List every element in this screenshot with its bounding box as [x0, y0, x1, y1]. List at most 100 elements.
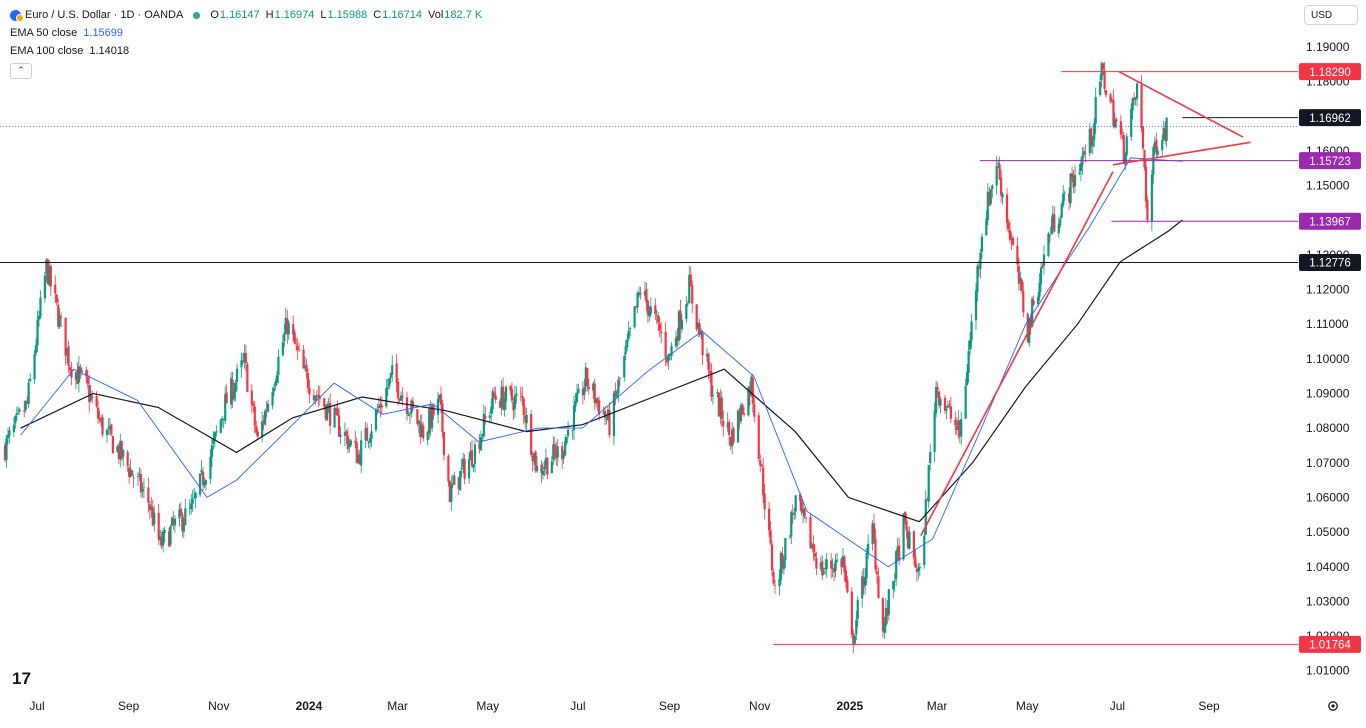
candle-up	[163, 526, 166, 543]
candle-up	[370, 423, 373, 447]
candle-up	[939, 396, 942, 414]
candle-up	[266, 399, 270, 413]
trend-line[interactable]	[1118, 70, 1244, 138]
candle-down	[3, 442, 7, 463]
candle-up	[515, 386, 518, 404]
candle-down	[519, 386, 522, 402]
candle-up	[574, 393, 577, 413]
candle-up	[841, 547, 845, 569]
candle-down	[695, 304, 698, 332]
candle-down	[148, 500, 151, 520]
candle-up	[564, 434, 567, 457]
candle-down	[722, 410, 725, 437]
gear-icon[interactable]	[1328, 701, 1338, 711]
candle-up	[856, 596, 859, 627]
candle-up	[1113, 112, 1117, 129]
candle-down	[915, 563, 918, 582]
candle-up	[778, 569, 781, 596]
candle-up	[368, 434, 372, 450]
candle-down	[760, 464, 763, 468]
candle-up	[726, 412, 729, 433]
candle-down	[679, 300, 682, 340]
candle-up	[141, 482, 144, 499]
candle-up	[80, 368, 83, 377]
tradingview-logo[interactable]: 17	[12, 669, 31, 688]
candle-up	[1091, 135, 1094, 155]
candle-up	[386, 379, 389, 397]
candle-down	[813, 544, 817, 561]
candle-up	[283, 323, 286, 348]
candle-down	[561, 441, 564, 470]
symbol-row[interactable]: Euro / U.S. Dollar · 1D · OANDA O1.16147…	[10, 6, 488, 24]
candle-down	[654, 298, 657, 320]
candle-down	[306, 368, 310, 393]
candle-down	[881, 597, 884, 638]
candle-up	[893, 573, 896, 592]
candle-down	[1016, 236, 1019, 272]
candle-up	[989, 188, 992, 206]
x-axis-tick-label: May	[476, 699, 499, 713]
trend-line[interactable]	[920, 171, 1114, 536]
candle-up	[399, 391, 403, 401]
candle-down	[448, 480, 451, 503]
candle-down	[86, 369, 89, 389]
candle-down	[1144, 160, 1148, 209]
candle-down	[329, 393, 332, 434]
candle-up	[500, 380, 503, 416]
candle-down	[447, 453, 450, 487]
candle-down	[110, 424, 113, 436]
ohlc-value: 1.16147	[219, 9, 260, 21]
candle-down	[1007, 219, 1010, 233]
candle-down	[587, 378, 590, 395]
collapse-legend-button[interactable]: ⌃	[10, 63, 32, 79]
candle-down	[395, 354, 398, 393]
x-axis-tick-label: Nov	[749, 699, 770, 713]
candle-down	[147, 477, 150, 513]
candle-up	[153, 506, 156, 532]
y-axis-tick-label: 1.01000	[1306, 664, 1350, 678]
symbol-title[interactable]: Euro / U.S. Dollar · 1D · OANDA	[25, 9, 184, 21]
candle-up	[602, 406, 605, 415]
candle-up	[674, 330, 678, 349]
candle-down	[872, 513, 876, 544]
candle-down	[337, 407, 341, 438]
candle-down	[131, 470, 134, 476]
candle-up	[235, 363, 239, 391]
candle-down	[419, 414, 422, 445]
candle-up	[39, 290, 42, 320]
candle-down	[296, 338, 299, 360]
candle-up	[215, 425, 218, 437]
candle-down	[1022, 282, 1025, 318]
candle-up	[224, 386, 227, 425]
candle-down	[926, 496, 929, 501]
y-axis-tick-label: 1.04000	[1306, 560, 1350, 574]
candle-down	[1020, 277, 1023, 294]
candle-up	[552, 436, 555, 465]
candle-up	[794, 494, 797, 519]
candle-up	[209, 449, 212, 485]
currency-pair-icon	[10, 9, 24, 22]
candle-up	[824, 558, 827, 575]
currency-selector[interactable]: USD	[1304, 5, 1358, 25]
candle-down	[1011, 235, 1015, 246]
candle-up	[438, 394, 441, 403]
indicator-ema100[interactable]: EMA 100 close 1.14018	[10, 42, 488, 60]
indicator-ema50[interactable]: EMA 50 close 1.15699	[10, 24, 488, 42]
candle-up	[339, 426, 342, 445]
candle-up	[159, 529, 162, 545]
trend-line[interactable]	[1112, 141, 1251, 166]
candle-up	[834, 553, 837, 578]
price-label-text: 1.16962	[1309, 113, 1351, 125]
candle-up	[895, 549, 898, 586]
candle-up	[835, 552, 839, 563]
candle-up	[343, 422, 347, 447]
candle-up	[995, 156, 998, 195]
candle-up	[5, 434, 8, 468]
candle-down	[658, 316, 661, 338]
candle-up	[17, 406, 20, 415]
candle-up	[1161, 134, 1164, 156]
candle-up	[649, 297, 652, 318]
candle-down	[398, 397, 401, 404]
